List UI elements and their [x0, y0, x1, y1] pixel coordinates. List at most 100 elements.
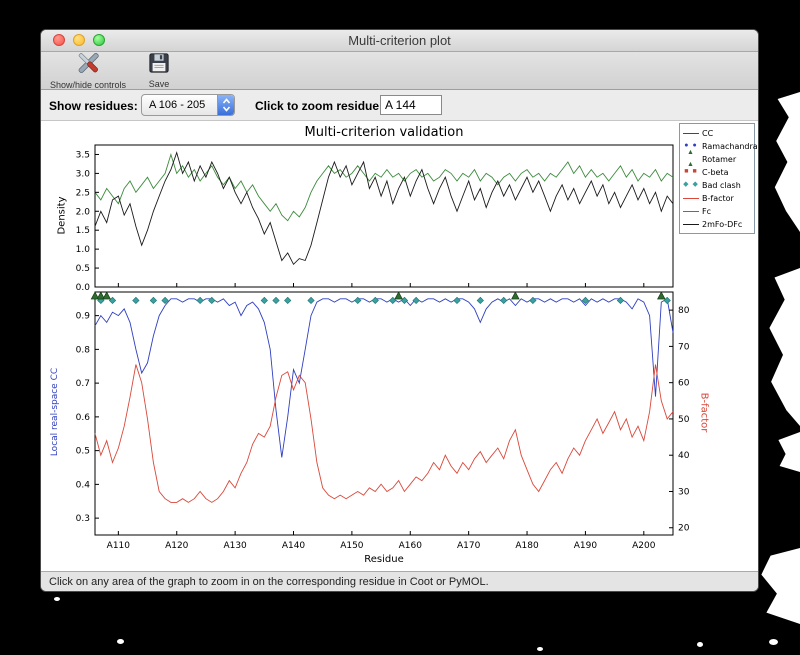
svg-text:50: 50	[678, 415, 690, 425]
save-label: Save	[148, 79, 170, 89]
bad-clash-marker	[581, 296, 590, 305]
rotamer-marker	[102, 291, 111, 300]
svg-text:80: 80	[678, 306, 690, 316]
traffic-lights	[53, 34, 105, 46]
bad-clash-marker	[208, 296, 216, 305]
legend-item: 2mFo-DFc	[683, 218, 751, 230]
bad-clash-marker	[500, 296, 508, 305]
svg-text:60: 60	[678, 379, 690, 389]
zoom-residue-label: Click to zoom residue:	[255, 99, 384, 113]
svg-text:1.5: 1.5	[76, 226, 90, 236]
toolbar: Show/hide controls Save	[41, 52, 758, 90]
scan-artifact	[697, 642, 703, 647]
save-icon	[148, 52, 170, 79]
status-text: Click on any area of the graph to zoom i…	[49, 575, 489, 588]
bad-clash-marker	[389, 296, 397, 305]
svg-text:A110: A110	[107, 541, 131, 551]
bad-clash-marker	[453, 296, 461, 305]
svg-text:0.0: 0.0	[76, 283, 91, 293]
legend-item: ■ ■ C-beta	[683, 166, 751, 178]
svg-text:A200: A200	[632, 541, 656, 551]
legend-marker-squares: ■ ■	[684, 168, 698, 175]
minimize-button[interactable]	[73, 34, 85, 46]
svg-text:0.4: 0.4	[76, 480, 91, 490]
svg-text:A140: A140	[282, 541, 306, 551]
legend-marker-line	[683, 197, 699, 199]
rotamer-marker	[90, 291, 100, 300]
svg-text:40: 40	[678, 451, 690, 461]
legend-item: B-factor	[683, 192, 751, 204]
svg-text:0.5: 0.5	[76, 447, 90, 457]
status-bar: Click on any area of the graph to zoom i…	[41, 571, 758, 591]
legend-label: Fc	[702, 206, 711, 216]
bad-clash-marker	[161, 296, 169, 305]
plot-area[interactable]: Multi-criterion validation Density Local…	[41, 121, 758, 571]
legend-item: Fc	[683, 205, 751, 217]
svg-text:A190: A190	[574, 541, 598, 551]
bad-clash-marker	[132, 296, 140, 305]
legend-label: Rotamer	[702, 154, 737, 164]
scan-artifact	[769, 268, 800, 426]
fc-line	[94, 152, 674, 222]
show-hide-controls-button[interactable]: Show/hide controls	[47, 52, 129, 90]
legend-item: ◆ ◆ Bad clash	[683, 179, 751, 191]
svg-text:0.8: 0.8	[76, 345, 91, 355]
legend-marker-line	[683, 223, 699, 225]
bfactor-line	[94, 364, 674, 503]
svg-text:A150: A150	[340, 541, 364, 551]
bad-clash-marker	[272, 296, 280, 305]
2mfo-dfc-line	[94, 151, 674, 266]
legend-marker-diamonds: ◆ ◆	[683, 181, 699, 188]
chart-canvas[interactable]: 0.0 0.5 1.0 1.5 2.0 2.5 3.0 3.5 0.3 0.4 0.5 0.6 0.7 0…	[41, 121, 758, 571]
legend-item: ▲ ▲ Rotamer	[683, 149, 751, 168]
svg-text:2.5: 2.5	[76, 188, 90, 198]
scan-artifact	[117, 639, 124, 644]
bad-clash-marker	[149, 296, 158, 305]
svg-text:3.5: 3.5	[76, 150, 90, 160]
legend-marker-triangles: ▲ ▲	[687, 149, 695, 168]
svg-text:1.0: 1.0	[76, 245, 91, 255]
legend-item: ● ● Ramachandran	[683, 140, 758, 152]
legend-item: CC	[683, 127, 751, 139]
svg-text:20: 20	[678, 524, 690, 534]
bad-clash-marker	[260, 296, 268, 305]
controls-bar: Show residues: A 106 - 205 Click to zoom…	[41, 90, 758, 121]
save-button[interactable]: Save	[145, 52, 173, 89]
scan-artifact	[537, 647, 543, 651]
bottom-plot-frame	[94, 291, 674, 536]
residue-range-value: A 106 - 205	[149, 99, 206, 111]
legend-label: Bad clash	[702, 180, 741, 190]
bad-clash-marker	[412, 296, 420, 305]
scan-artifact	[774, 92, 800, 232]
app-window: Multi-criterion plot Show/hide controls	[40, 29, 759, 592]
svg-text:0.3: 0.3	[76, 514, 90, 524]
svg-text:0.7: 0.7	[76, 379, 90, 389]
rotamer-marker	[96, 291, 106, 300]
svg-text:A130: A130	[223, 541, 247, 551]
rotamer-marker	[394, 291, 403, 300]
legend-marker-line	[683, 210, 699, 212]
svg-text:70: 70	[678, 342, 690, 352]
rotamer-marker	[511, 291, 520, 300]
legend-marker-line	[683, 132, 699, 134]
x-axis-label: Residue	[364, 554, 404, 565]
svg-text:A120: A120	[165, 541, 189, 551]
bad-clash-marker	[476, 296, 484, 305]
svg-text:2.0: 2.0	[76, 207, 91, 217]
bad-clash-marker	[371, 296, 379, 305]
bad-clash-marker	[529, 296, 537, 305]
cc-line	[94, 298, 674, 458]
svg-text:A160: A160	[399, 541, 423, 551]
close-button[interactable]	[53, 34, 65, 46]
bad-clash-marker	[400, 296, 409, 305]
bad-clash-marker	[307, 296, 315, 305]
svg-text:0.5: 0.5	[76, 264, 90, 274]
titlebar[interactable]: Multi-criterion plot	[41, 30, 758, 52]
residue-range-select[interactable]: A 106 - 205	[141, 94, 235, 116]
scan-artifact	[778, 432, 800, 472]
bad-clash-marker	[616, 296, 625, 305]
show-hide-controls-label: Show/hide controls	[50, 80, 127, 90]
zoom-residue-input[interactable]	[380, 95, 442, 115]
legend-label: Ramachandran	[702, 141, 759, 151]
zoom-window-button[interactable]	[93, 34, 105, 46]
